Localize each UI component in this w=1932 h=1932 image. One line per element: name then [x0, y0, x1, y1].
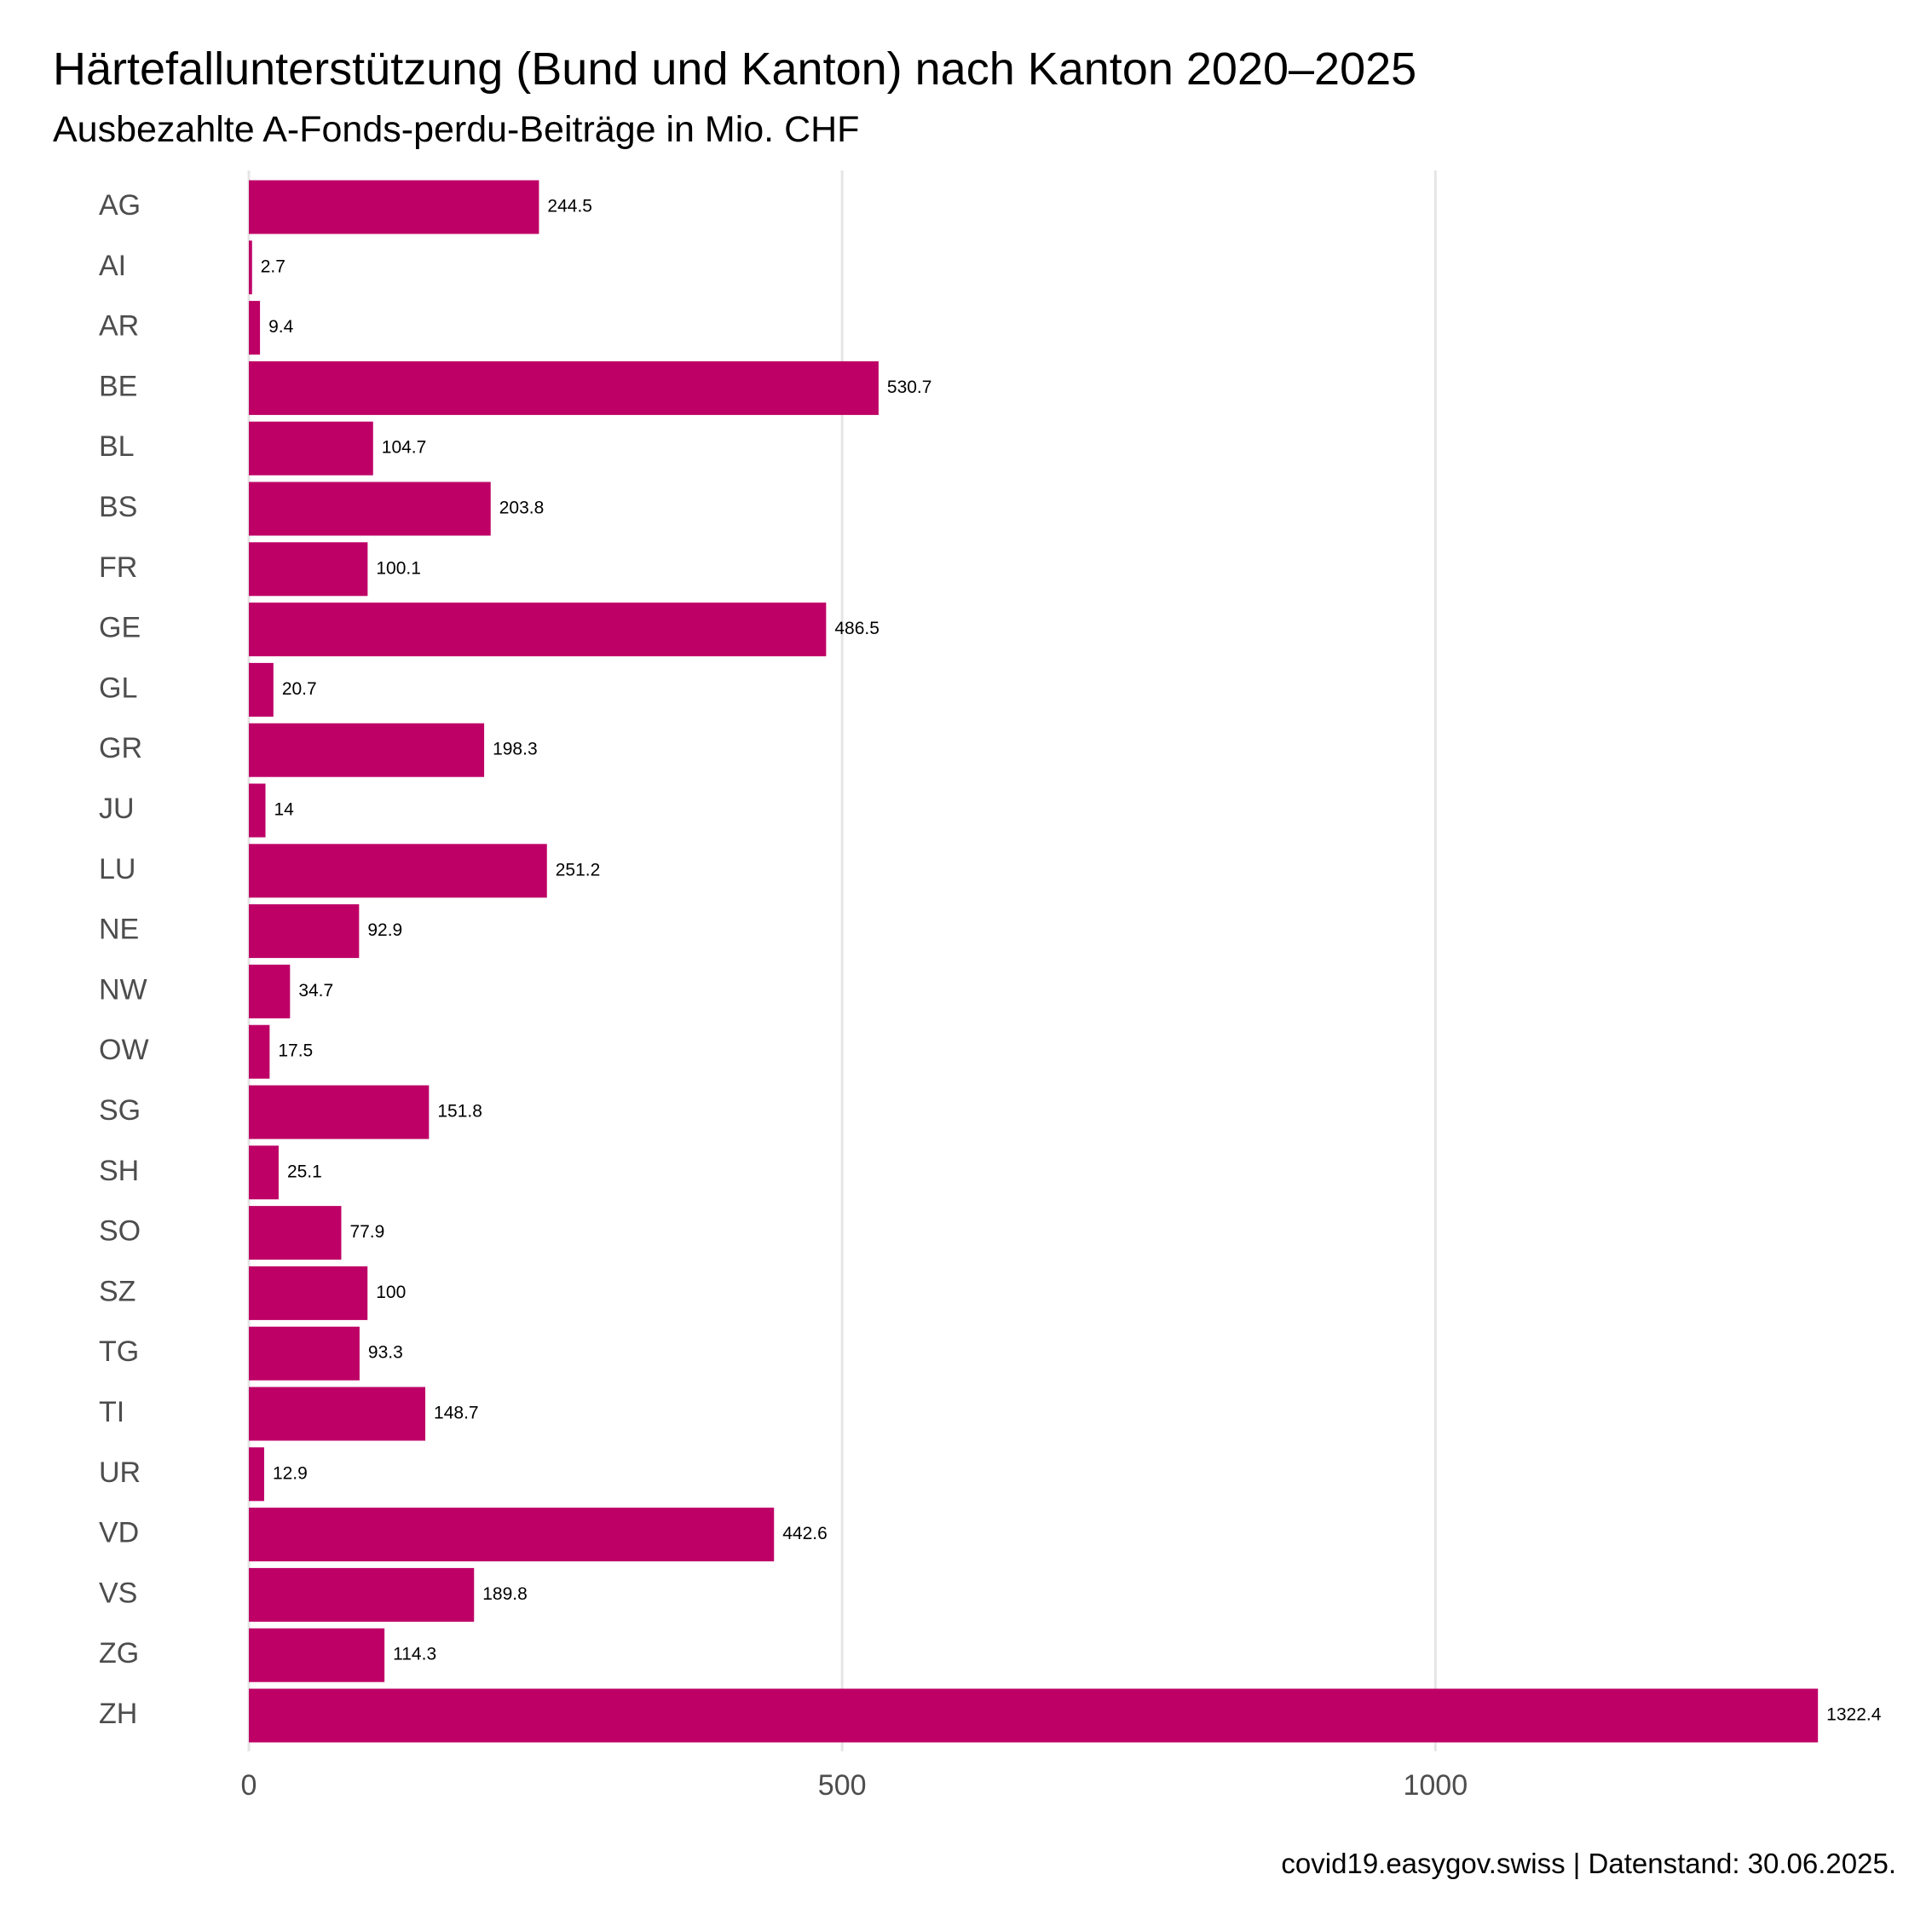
bar-gr	[249, 723, 485, 777]
category-label-vd: VD	[99, 1517, 139, 1549]
chart-title: Härtefallunterstützung (Bund und Kanton)…	[53, 43, 1417, 95]
bar-sh	[249, 1145, 279, 1200]
category-label-ag: AG	[99, 189, 141, 222]
bar-zg	[249, 1628, 385, 1682]
category-label-ge: GE	[99, 612, 141, 644]
value-label-ju: 14	[274, 800, 294, 820]
bar-bs	[249, 482, 491, 536]
x-tick-label: 0	[241, 1769, 257, 1802]
value-label-ge: 486.5	[834, 619, 879, 638]
bar-zh	[249, 1688, 1819, 1743]
value-label-ne: 92.9	[367, 920, 402, 940]
value-label-bs: 203.8	[499, 499, 545, 518]
value-label-fr: 100.1	[376, 558, 421, 578]
bar-be	[249, 360, 879, 415]
value-label-ow: 17.5	[278, 1041, 313, 1061]
value-label-sg: 151.8	[437, 1102, 482, 1122]
category-label-bs: BS	[99, 491, 137, 523]
value-label-bl: 104.7	[382, 438, 427, 458]
bar-bl	[249, 421, 373, 476]
category-label-ow: OW	[99, 1034, 149, 1066]
category-label-fr: FR	[99, 551, 137, 584]
bar-gl	[249, 662, 274, 717]
category-label-tg: TG	[99, 1335, 139, 1368]
value-label-sz: 100	[376, 1283, 406, 1302]
value-label-zh: 1322.4	[1826, 1705, 1882, 1725]
bar-fr	[249, 542, 368, 597]
bar-ti	[249, 1387, 426, 1441]
category-label-lu: LU	[99, 853, 136, 885]
value-label-vs: 189.8	[482, 1584, 528, 1604]
chart-caption: covid19.easygov.swiss | Datenstand: 30.0…	[1281, 1848, 1896, 1879]
category-label-be: BE	[99, 370, 137, 402]
category-label-gl: GL	[99, 672, 137, 704]
value-label-nw: 34.7	[298, 981, 333, 1001]
value-label-lu: 251.2	[556, 860, 601, 879]
category-label-ju: JU	[99, 793, 135, 825]
bar-so	[249, 1206, 342, 1260]
value-label-vd: 442.6	[782, 1524, 828, 1543]
bar-ur	[249, 1447, 264, 1502]
category-label-nw: NW	[99, 973, 147, 1006]
category-label-vs: VS	[99, 1577, 137, 1609]
bar-sz	[249, 1266, 368, 1320]
bars	[249, 180, 1819, 1743]
bar-ai	[249, 240, 252, 295]
bar-sg	[249, 1085, 430, 1139]
bar-ag	[249, 180, 539, 234]
bar-vd	[249, 1508, 775, 1562]
category-labels: AG AI AR BE BL BS FR GE GL GR JU LU NE NW OW SG SH SO SZ TG…	[99, 189, 149, 1730]
category-label-ti: TI	[99, 1396, 124, 1428]
value-label-ai: 2.7	[261, 257, 285, 276]
category-label-zg: ZG	[99, 1637, 139, 1670]
chart-subtitle: Ausbezahlte A-Fonds-perdu-Beiträge in Mi…	[53, 109, 860, 150]
x-axis-ticks: 0 500 1000	[241, 1769, 1468, 1802]
value-label-gl: 20.7	[282, 679, 317, 699]
value-label-tg: 93.3	[368, 1343, 403, 1363]
value-label-zg: 114.3	[393, 1645, 436, 1664]
x-tick-label: 500	[818, 1769, 867, 1802]
value-label-gr: 198.3	[493, 740, 538, 759]
category-label-ai: AI	[99, 250, 126, 282]
category-label-sz: SZ	[99, 1275, 136, 1307]
category-label-sh: SH	[99, 1155, 139, 1187]
bar-ju	[249, 783, 266, 838]
category-label-so: SO	[99, 1215, 141, 1248]
category-label-sg: SG	[99, 1094, 141, 1127]
bar-tg	[249, 1326, 360, 1381]
bar-ar	[249, 301, 261, 355]
value-label-ar: 9.4	[268, 317, 294, 337]
value-label-ur: 12.9	[273, 1463, 308, 1483]
bar-vs	[249, 1567, 475, 1622]
category-label-ur: UR	[99, 1456, 141, 1489]
value-label-ag: 244.5	[547, 197, 592, 216]
category-label-ar: AR	[99, 310, 139, 343]
value-label-so: 77.9	[349, 1222, 384, 1242]
category-label-ne: NE	[99, 914, 139, 946]
bar-ne	[249, 904, 360, 959]
bar-ow	[249, 1024, 270, 1079]
value-label-ti: 148.7	[434, 1404, 479, 1423]
value-label-be: 530.7	[887, 378, 932, 397]
category-label-bl: BL	[99, 430, 135, 463]
bar-ge	[249, 603, 827, 657]
bar-nw	[249, 964, 291, 1018]
value-labels: 244.5 2.7 9.4 530.7 104.7 203.8 100.1 486.5 20.7…	[261, 197, 1882, 1725]
category-label-zh: ZH	[99, 1698, 137, 1730]
x-tick-label: 1000	[1403, 1769, 1468, 1802]
bar-lu	[249, 844, 547, 898]
category-label-gr: GR	[99, 732, 142, 764]
value-label-sh: 25.1	[287, 1162, 322, 1181]
